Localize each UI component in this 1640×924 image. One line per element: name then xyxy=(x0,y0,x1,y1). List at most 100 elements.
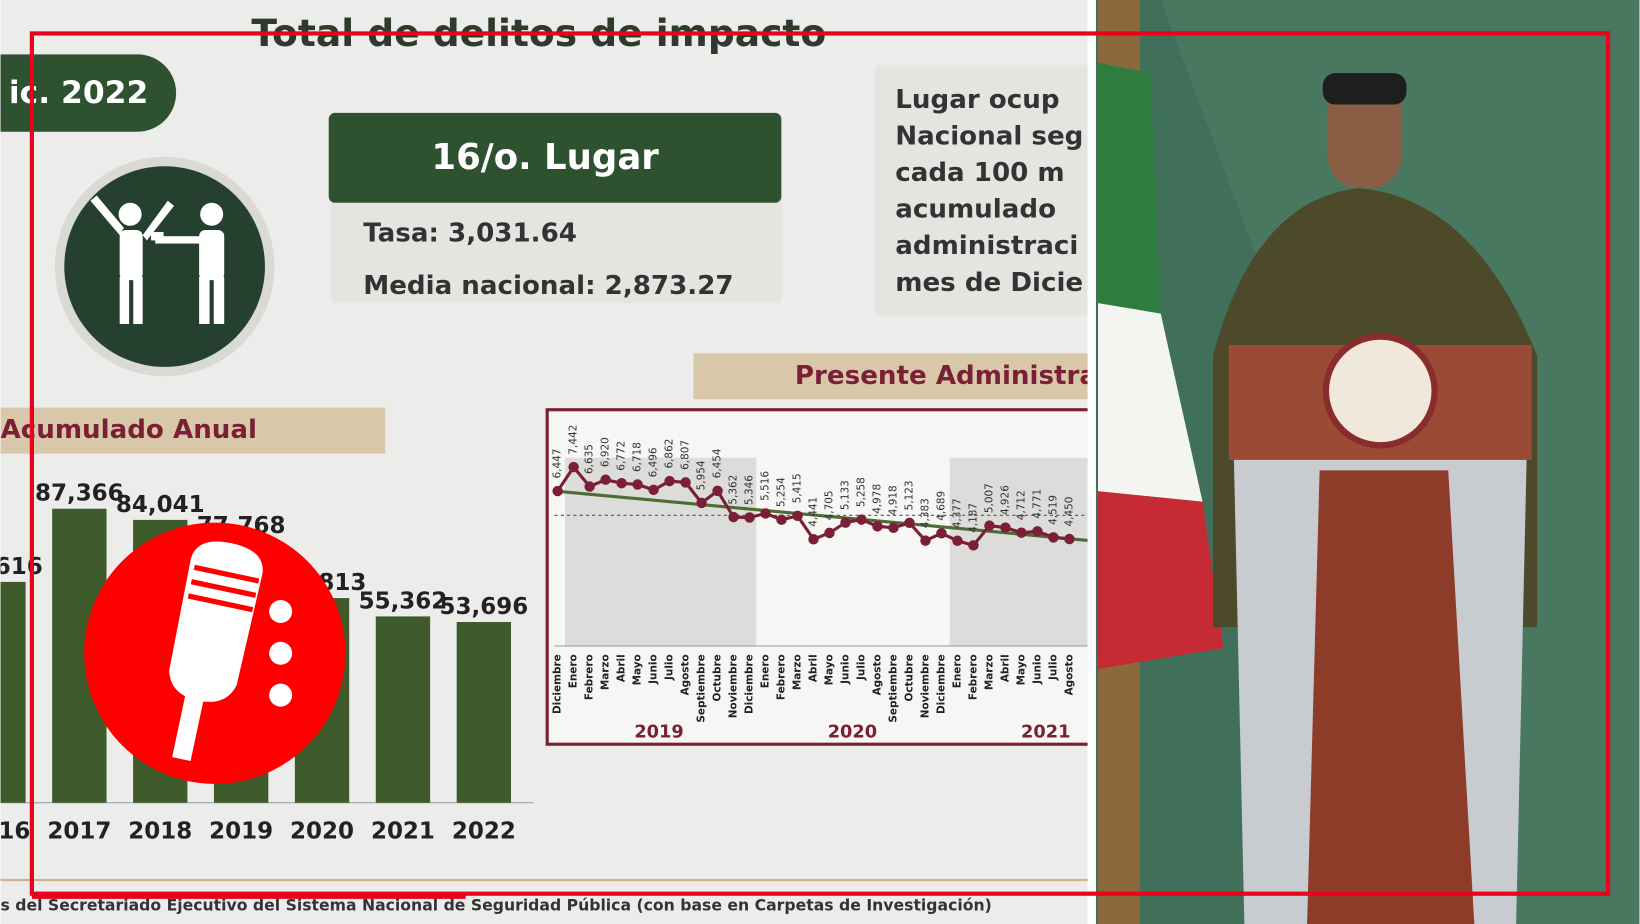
point xyxy=(616,478,627,489)
hair xyxy=(1322,73,1407,105)
point-value-label: 5,362 xyxy=(728,475,740,505)
x-tick-label: Julio xyxy=(855,654,867,681)
point xyxy=(1048,532,1059,543)
x-tick-label: Noviembre xyxy=(919,654,931,718)
point xyxy=(792,510,803,522)
note-line: administraci xyxy=(895,231,1078,261)
x-tick-label: Agosto xyxy=(680,654,692,695)
point xyxy=(776,514,787,525)
admin-banner xyxy=(693,353,1088,400)
note-line: mes de Dicie xyxy=(895,268,1083,298)
annual-heading: Acumulado Anual xyxy=(1,415,257,445)
point xyxy=(1000,522,1011,533)
x-tick-label: Febrero xyxy=(584,654,596,700)
rate: Tasa: 3,031.64 xyxy=(363,219,577,249)
year-label: 2019 xyxy=(634,723,683,743)
source: s del Secretariado Ejecutivo del Sistema… xyxy=(1,896,992,915)
point xyxy=(600,474,611,485)
point-value-label: 5,123 xyxy=(903,480,915,510)
note-line: acumulado xyxy=(895,195,1056,225)
bar xyxy=(375,616,431,803)
x-tick-label: Agosto xyxy=(871,654,883,695)
point-value-label: 5,516 xyxy=(760,471,772,501)
x-tick-label: Octubre xyxy=(903,654,915,701)
point xyxy=(952,535,963,547)
point-value-label: 6,447 xyxy=(552,449,564,479)
year-shade xyxy=(949,457,1088,646)
point-value-label: 5,133 xyxy=(840,480,852,510)
x-tick-label: Febrero xyxy=(967,654,979,700)
x-tick-label: Enero xyxy=(760,654,772,688)
period-pill xyxy=(0,54,177,132)
point-value-label: 4,383 xyxy=(919,498,931,528)
icon-bg xyxy=(64,166,265,367)
frame xyxy=(29,31,1611,896)
point xyxy=(632,479,643,490)
bar-value-label: 87,366 xyxy=(35,481,124,507)
x-tick-label: 2021 xyxy=(371,819,435,845)
x-tick-label: Abril xyxy=(808,654,820,682)
point xyxy=(696,497,707,509)
year-shade xyxy=(564,457,757,646)
x-tick-label: 2016 xyxy=(0,819,30,845)
x-tick-label: Junio xyxy=(1031,654,1043,684)
point-value-label: 6,862 xyxy=(664,439,676,469)
x-tick-label: Marzo xyxy=(792,654,804,690)
trend-line xyxy=(557,489,1088,542)
point-value-label: 4,187 xyxy=(967,503,979,533)
note-line: Lugar ocup xyxy=(895,85,1059,115)
flag-white xyxy=(1098,303,1203,502)
national-mean: Media nacional: 2,873.27 xyxy=(363,271,733,301)
point-value-label: 6,454 xyxy=(712,448,724,478)
x-tick-label: Abril xyxy=(616,654,628,682)
point xyxy=(1032,526,1043,537)
bar-value-label: 84,041 xyxy=(116,492,205,518)
year-label: 2021 xyxy=(1021,723,1070,743)
point xyxy=(664,475,675,487)
robbery-icon xyxy=(90,195,225,325)
note-line: cada 100 m xyxy=(895,158,1064,188)
point xyxy=(984,520,995,531)
x-tick-label: Diciembre xyxy=(552,654,564,714)
point-value-label: 4,705 xyxy=(824,490,836,520)
point xyxy=(584,481,595,492)
bar xyxy=(456,622,512,803)
bar-value-label: 65,616 xyxy=(0,554,43,580)
point-value-label: 7,442 xyxy=(568,425,580,455)
x-tick-label: Octubre xyxy=(712,654,724,701)
photo xyxy=(1095,0,1640,924)
point-value-label: 4,978 xyxy=(871,484,883,514)
x-tick-label: Julio xyxy=(1047,654,1059,681)
point xyxy=(760,508,771,519)
rank-header xyxy=(328,112,782,203)
point-value-label: 5,007 xyxy=(983,483,995,513)
point xyxy=(840,517,851,528)
point-value-label: 4,926 xyxy=(999,485,1011,515)
point xyxy=(1064,533,1075,545)
point xyxy=(888,522,899,534)
x-tick-label: Julio xyxy=(664,654,676,681)
x-tick-label: Enero xyxy=(951,654,963,688)
slide: Total de delitos de impacto ic. 2022 16/… xyxy=(0,0,1097,924)
point-value-label: 5,254 xyxy=(776,477,788,507)
annual-banner xyxy=(0,407,386,454)
x-tick-label: Septiembre xyxy=(696,654,708,722)
point-value-label: 5,346 xyxy=(744,475,756,505)
note-line: Nacional seg xyxy=(895,121,1083,151)
flag-red xyxy=(1098,491,1224,669)
x-tick-label: Mayo xyxy=(1015,654,1027,685)
note-card xyxy=(874,64,1088,316)
x-tick-label: 2017 xyxy=(47,819,111,845)
point xyxy=(680,477,691,488)
point-value-label: 4,712 xyxy=(1015,490,1027,520)
point-value-label: 4,377 xyxy=(951,498,963,528)
point xyxy=(904,517,915,529)
bar-value-label: 55,362 xyxy=(359,588,448,614)
x-tick-label: Mayo xyxy=(632,654,644,685)
bar-value-label: 53,696 xyxy=(439,594,528,620)
point-value-label: 5,954 xyxy=(696,460,708,490)
admin-heading: Presente Administra xyxy=(795,361,1097,391)
point xyxy=(552,485,563,497)
flag-green xyxy=(1098,62,1161,314)
